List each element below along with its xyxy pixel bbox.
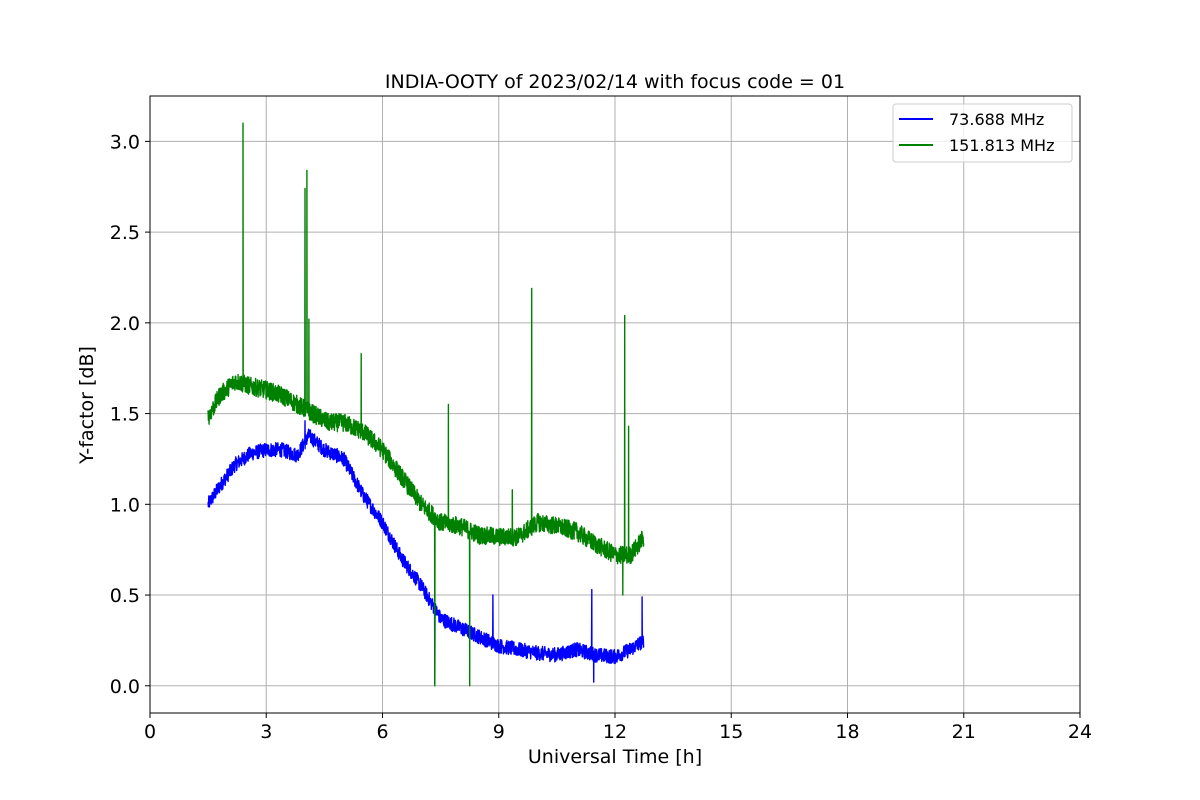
x-tick-label: 21 [952,721,976,743]
series-line [207,420,645,685]
x-tick-label: 9 [493,721,505,743]
chart-title: INDIA-OOTY of 2023/02/14 with focus code… [385,71,845,93]
x-axis: 0 3 6 9 12 15 18 21 24 [144,713,1092,743]
y-tick-label: 2.0 [110,313,140,335]
legend-box [892,103,1073,163]
y-tick-label: 0.5 [110,585,140,607]
y-tick-label: 1.5 [110,404,140,426]
x-tick-label: 15 [719,721,743,743]
x-tick-label: 24 [1068,721,1092,743]
legend-label: 73.688 MHz [949,110,1044,129]
legend: 73.688 MHz 151.813 MHz [892,103,1073,163]
x-tick-label: 6 [376,721,388,743]
y-tick-label: 1.0 [110,494,140,516]
legend-label: 151.813 MHz [949,136,1054,155]
y-tick-label: 3.0 [110,131,140,153]
series-layer [207,122,645,687]
x-tick-label: 0 [144,721,156,743]
y-axis-label: Y-factor [dB] [76,346,98,465]
y-tick-label: 2.5 [110,222,140,244]
x-tick-label: 12 [603,721,627,743]
x-tick-label: 3 [260,721,272,743]
series-line [207,122,645,687]
y-tick-label: 0.0 [110,676,140,698]
grid-lines [149,96,1081,713]
x-axis-label: Universal Time [h] [528,746,702,768]
x-tick-label: 18 [835,721,859,743]
y-axis: 0.0 0.5 1.0 1.5 2.0 2.5 3.0 [110,131,150,698]
